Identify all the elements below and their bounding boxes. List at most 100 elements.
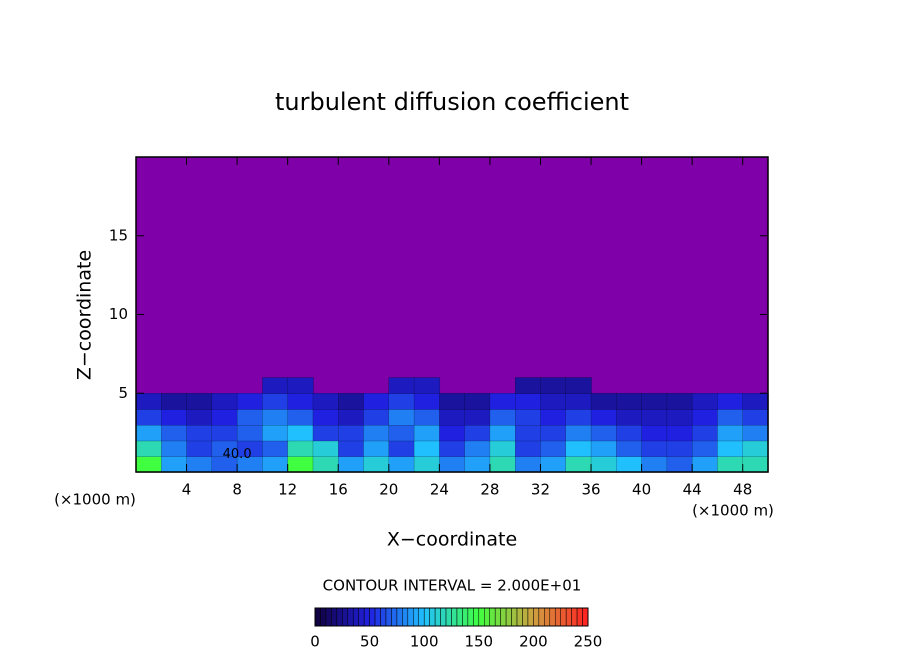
field-cell	[439, 424, 466, 442]
x-tick-label: 16	[329, 481, 348, 499]
colorbar-cell	[576, 607, 583, 627]
colorbar-cell	[331, 607, 338, 627]
field-cell	[641, 393, 668, 410]
colorbar-cell	[396, 607, 403, 627]
colorbar-cell	[374, 607, 381, 627]
field-cell	[515, 408, 542, 426]
colorbar-cell	[402, 607, 409, 627]
field-cell	[489, 408, 516, 426]
field-cell	[616, 440, 643, 457]
field-cell	[590, 440, 618, 457]
field-cell	[540, 424, 567, 442]
field-cell	[135, 408, 162, 426]
field-cell	[186, 456, 213, 473]
colorbar-cell	[451, 607, 458, 627]
field-cell	[616, 456, 643, 473]
colorbar-cell	[500, 607, 507, 627]
field-cell	[540, 393, 567, 410]
colorbar-cell	[462, 607, 469, 627]
field-cell	[186, 408, 213, 426]
x-tick-label: 32	[531, 481, 550, 499]
x-unit: (×1000 m)	[692, 502, 774, 520]
field-cell	[287, 408, 314, 426]
field-cell	[161, 456, 188, 473]
field-cell	[565, 408, 592, 426]
field-cell	[186, 440, 213, 457]
field-cell	[161, 393, 188, 410]
field-cell	[388, 440, 415, 457]
field-cell	[186, 393, 213, 410]
field-cell	[742, 408, 769, 426]
field-cell	[515, 456, 542, 473]
field-cell	[413, 393, 441, 410]
field-cell	[135, 393, 162, 410]
field-cell	[565, 377, 592, 394]
colorbar-cell	[347, 607, 354, 627]
field-cell	[338, 456, 365, 473]
field-cell	[413, 377, 441, 394]
field-cell	[565, 393, 592, 410]
y-tick-label: 15	[109, 226, 128, 244]
field-cell	[691, 408, 719, 426]
field-cell	[565, 456, 592, 473]
colorbar-cell	[565, 607, 572, 627]
field-cell	[388, 377, 415, 394]
colorbar-cell	[456, 607, 463, 627]
field-cell	[211, 408, 238, 426]
field-cell	[742, 424, 769, 442]
colorbar-cell	[533, 607, 540, 627]
field-cell	[236, 408, 264, 426]
colorbar-cell	[484, 607, 490, 627]
colorbar-cell	[511, 607, 518, 627]
colorbar-cell	[527, 607, 534, 627]
field-cell	[236, 393, 264, 410]
field-cell	[338, 440, 365, 457]
field-cell	[666, 408, 693, 426]
colorbar-cell	[369, 607, 376, 627]
field-cell	[464, 440, 491, 457]
field-cell	[464, 456, 491, 473]
colorbar-cell	[505, 607, 512, 627]
field-cell	[616, 408, 643, 426]
field-cell	[742, 456, 769, 473]
field-cell	[742, 393, 769, 410]
field-cell	[186, 424, 213, 442]
colorbar-cell	[516, 607, 523, 627]
field-cell	[363, 440, 390, 457]
field-cell	[540, 377, 567, 394]
x-tick-label: 8	[232, 481, 242, 499]
field-cell	[489, 440, 516, 457]
field-cell	[666, 393, 693, 410]
field-cell	[413, 440, 441, 457]
colorbar-cell	[407, 607, 414, 627]
field-cell	[717, 424, 744, 442]
colorbar-cell	[473, 607, 480, 627]
field-cell	[363, 393, 390, 410]
colorbar-cell	[418, 607, 425, 627]
field-cell	[312, 456, 339, 473]
field-cell	[161, 424, 188, 442]
colorbar-cell	[478, 607, 485, 627]
colorbar-cell	[571, 607, 578, 627]
field-cell	[363, 424, 390, 442]
field-cell	[565, 440, 592, 457]
colorbar-tick-label: 250	[574, 633, 603, 651]
colorbar-cell	[549, 607, 556, 627]
field-cell	[388, 408, 415, 426]
field-cell	[413, 424, 441, 442]
colorbar-tick-label: 50	[360, 633, 379, 651]
field-cell	[161, 440, 188, 457]
colorbar-cell	[336, 607, 343, 627]
field-cell	[135, 456, 162, 473]
field-cell	[338, 393, 365, 410]
field-cell	[211, 424, 238, 442]
x-tick-label: 28	[480, 481, 499, 499]
x-tick-label: 4	[182, 481, 192, 499]
field-cell	[464, 408, 491, 426]
colorbar-cell	[413, 607, 419, 627]
colorbar-frame	[314, 607, 589, 627]
colorbar-cell	[582, 607, 589, 627]
y-tick-label: 5	[118, 384, 128, 402]
field-cell	[515, 440, 542, 457]
